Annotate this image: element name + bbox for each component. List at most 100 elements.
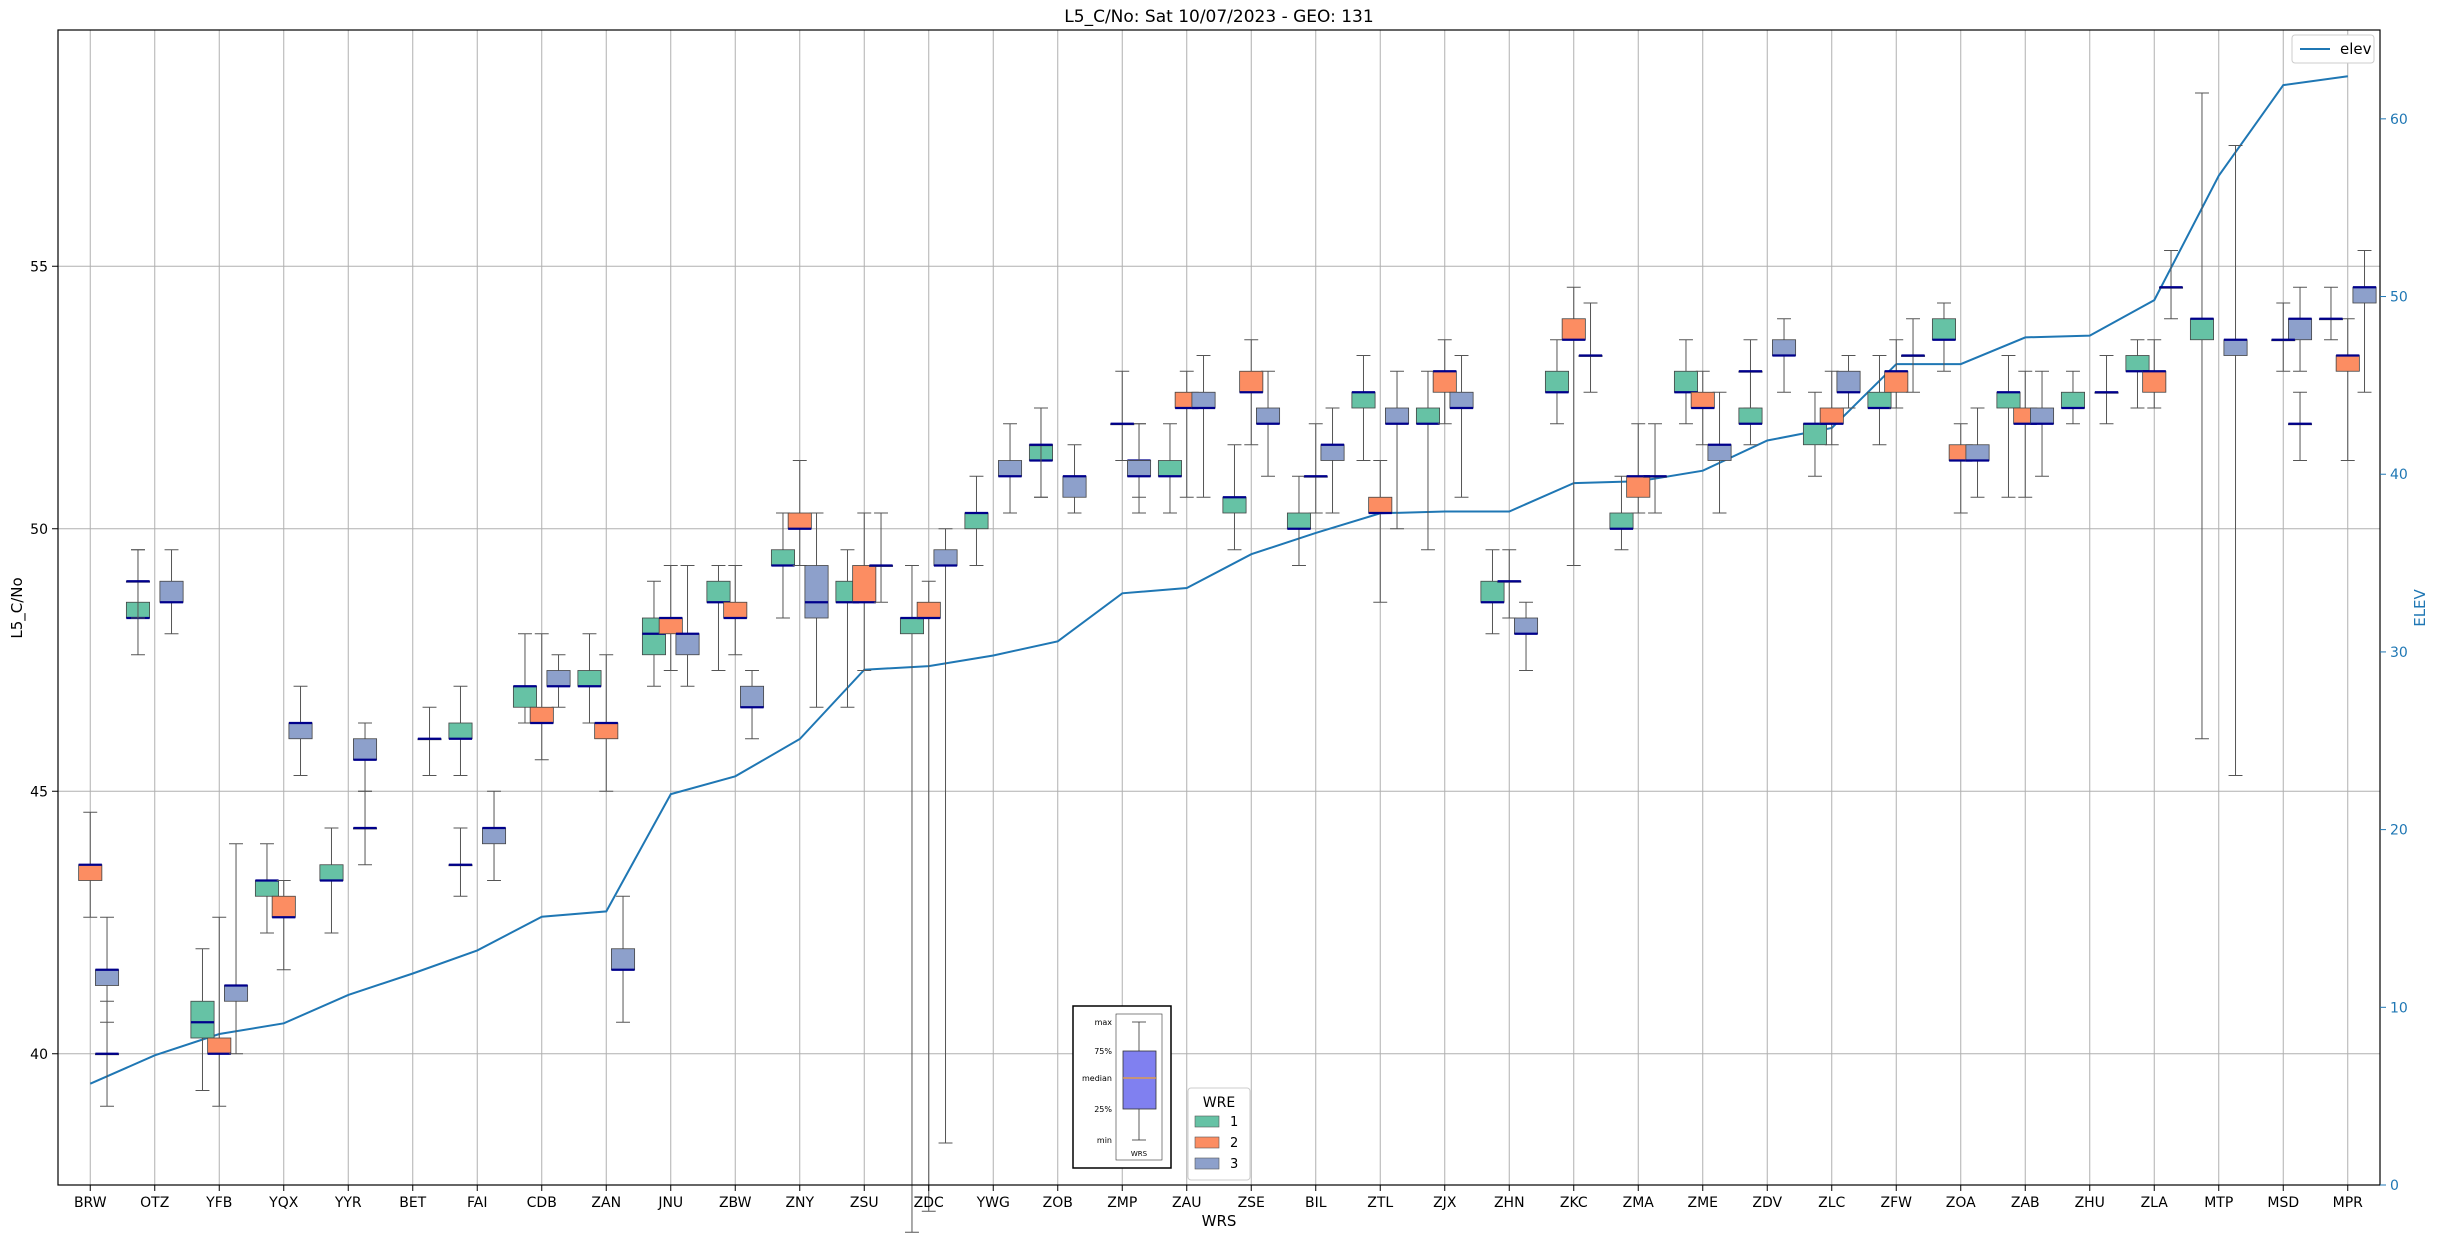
box-OTZ-wre3 xyxy=(125,549,150,619)
y-right-tick-label: 30 xyxy=(2390,645,2408,661)
iqr-box xyxy=(804,565,829,619)
iqr-box xyxy=(2335,355,2360,372)
iqr-box xyxy=(1062,475,1087,498)
x-tick-label: MSD xyxy=(2267,1195,2299,1211)
x-tick-label: ZLC xyxy=(1818,1195,1845,1211)
iqr-box xyxy=(159,580,184,603)
iqr-box xyxy=(899,617,924,635)
box-ZSU-wre2 xyxy=(852,512,877,671)
iqr-box xyxy=(658,617,683,635)
wre-legend-swatch-2 xyxy=(1194,1136,1220,1149)
iqr-box xyxy=(271,895,296,918)
box-ZTL-wre2 xyxy=(1368,460,1393,603)
iqr-box xyxy=(852,565,877,603)
iqr-box xyxy=(1432,370,1457,393)
iqr-box xyxy=(964,512,989,530)
inset-plot-area xyxy=(1115,1013,1163,1161)
box-ZOA-wre3 xyxy=(1965,407,1990,498)
box-ZSE-wre2 xyxy=(1239,339,1264,446)
inset-label-75: 75% xyxy=(1094,1047,1112,1056)
x-tick-label: ZSU xyxy=(850,1195,879,1211)
box-ZLC-wre2 xyxy=(1819,370,1844,446)
elev-legend-label: elev xyxy=(2340,40,2372,58)
box-YYR-wre3 xyxy=(353,722,378,792)
iqr-box xyxy=(1836,370,1861,393)
y-axis-label: L5_C/No xyxy=(8,577,27,638)
iqr-box xyxy=(2288,318,2313,341)
x-tick-label: ZHN xyxy=(1494,1195,1525,1211)
iqr-box xyxy=(1609,512,1634,530)
y-right-tick-label: 60 xyxy=(2390,112,2408,128)
x-tick-label: ZTL xyxy=(1367,1195,1393,1211)
y-right-tick-label: 0 xyxy=(2390,1178,2399,1194)
box-FAI-wre3 xyxy=(448,827,473,897)
iqr-box xyxy=(1222,496,1247,514)
iqr-box xyxy=(1239,370,1264,393)
box-BRW-wre3 xyxy=(95,916,120,1023)
box-ZSE-wre3 xyxy=(1256,370,1281,477)
y-tick-label: 40 xyxy=(30,1047,48,1063)
box-JNU-wre2 xyxy=(658,565,683,671)
box-ZFW-wre1 xyxy=(1867,355,1892,446)
box-explainer-inset: max 75% median 25% min WRS xyxy=(1072,1005,1172,1169)
elev-line xyxy=(89,75,2348,1085)
x-tick-label: ZFW xyxy=(1881,1195,1913,1211)
box-MSD-wre3 xyxy=(2288,391,2313,461)
box-MTP-wre3 xyxy=(2223,145,2248,776)
box-CDB-wre3 xyxy=(546,654,571,708)
iqr-box xyxy=(1127,460,1152,477)
x-tick-label: ZDV xyxy=(1752,1195,1782,1211)
box-MTP-wre1 xyxy=(2189,92,2214,740)
x-tick-label: ZOA xyxy=(1946,1195,1976,1211)
chart-title: L5_C/No: Sat 10/07/2023 - GEO: 131 xyxy=(1064,7,1373,27)
box-ZAN-wre2 xyxy=(594,654,619,792)
iqr-box xyxy=(723,601,748,619)
x-tick-label: ZMA xyxy=(1623,1195,1655,1211)
iqr-box xyxy=(1191,391,1216,409)
box-ZAU-wre3 xyxy=(1191,355,1216,498)
box-CDB-wre2 xyxy=(529,633,554,761)
wre-legend-label-3: 3 xyxy=(1230,1157,1238,1172)
iqr-box xyxy=(529,706,554,724)
box-ZNY-wre1 xyxy=(770,512,795,619)
iqr-box xyxy=(1561,318,1586,341)
box-YQX-wre1 xyxy=(254,843,279,934)
iqr-box xyxy=(1286,512,1311,530)
iqr-box xyxy=(78,864,103,881)
iqr-box xyxy=(224,985,249,1002)
iqr-box xyxy=(1351,391,1376,409)
box-ZDV-wre3 xyxy=(1772,318,1797,393)
iqr-box xyxy=(577,670,602,687)
inset-label-max: max xyxy=(1095,1018,1113,1027)
iqr-box xyxy=(1385,407,1410,425)
iqr-box xyxy=(1802,423,1827,446)
plot-frame xyxy=(57,29,2381,1186)
box-ZFW-wre3 xyxy=(1901,318,1926,393)
x-tick-label: YYR xyxy=(334,1195,362,1211)
iqr-box xyxy=(787,512,812,530)
inset-label-median: median xyxy=(1082,1074,1112,1083)
box-ZLA-wre1 xyxy=(2125,339,2150,409)
x-tick-label: ZKC xyxy=(1560,1195,1588,1211)
wre-legend-swatch-1 xyxy=(1194,1115,1220,1128)
box-YWG-wre1 xyxy=(964,475,989,566)
box-YFB-wre1 xyxy=(190,948,215,1091)
iqr-box xyxy=(1819,407,1844,425)
x-tick-label: ZHU xyxy=(2075,1195,2105,1211)
x-tick-label: ZAU xyxy=(1172,1195,1201,1211)
x-tick-label: BET xyxy=(399,1195,426,1211)
iqr-box xyxy=(1368,496,1393,514)
x-tick-label: ZME xyxy=(1687,1195,1718,1211)
wre-legend-title: WRE xyxy=(1203,1095,1235,1111)
iqr-box xyxy=(706,580,731,603)
iqr-box xyxy=(998,460,1023,477)
box-ZME-wre1 xyxy=(1673,339,1698,425)
iqr-box xyxy=(675,633,700,656)
iqr-box xyxy=(319,864,344,881)
iqr-box xyxy=(353,738,378,761)
box-ZSU-wre3 xyxy=(869,512,894,603)
iqr-box xyxy=(1996,391,2021,409)
inset-label-wrs: WRS xyxy=(1131,1150,1148,1158)
wre-legend-label-2: 2 xyxy=(1230,1136,1238,1151)
iqr-box xyxy=(1320,444,1345,461)
